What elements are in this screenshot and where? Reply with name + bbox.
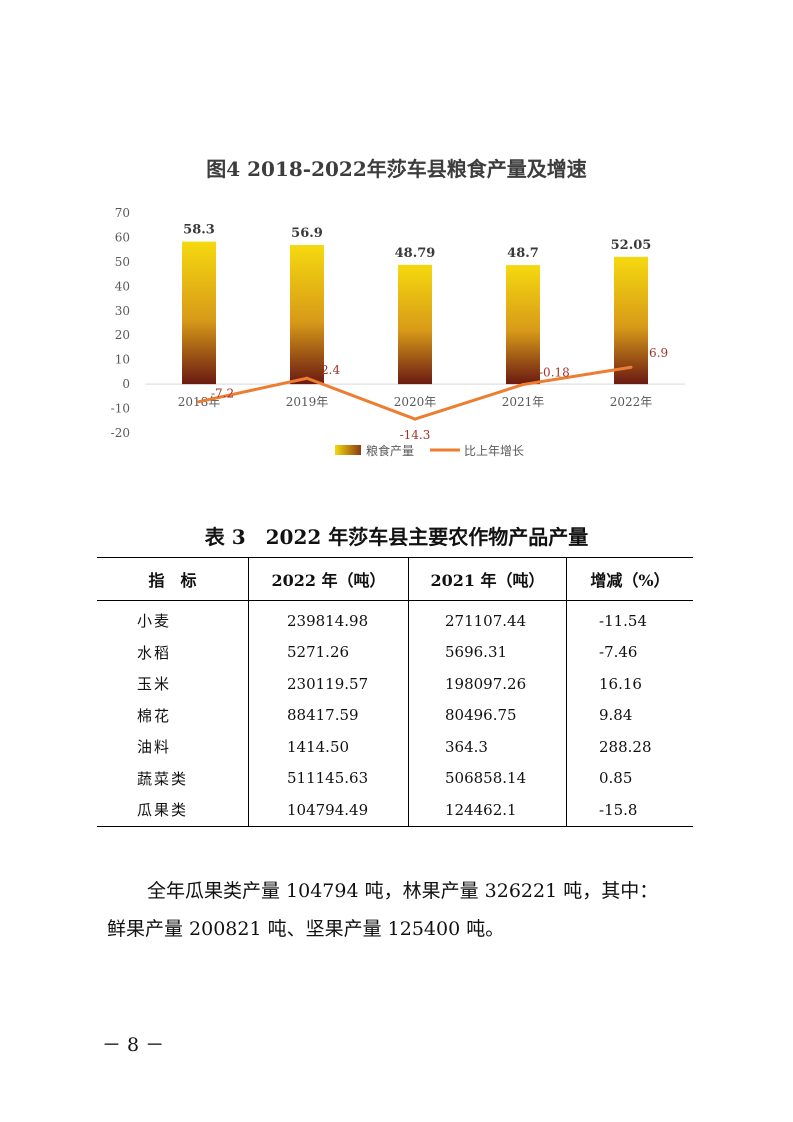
line-point <box>305 376 309 380</box>
bar-data-label: 48.79 <box>395 246 436 261</box>
output-2022: 1414.50 <box>248 731 409 763</box>
crop-name: 蔬菜类 <box>137 769 189 788</box>
x-tick-label: 2021年 <box>502 395 545 409</box>
table-row: 小麦 239814.98 271107.44 -11.54 <box>97 600 693 637</box>
crop-name: 水稻 <box>137 643 172 662</box>
change-percent: 288.28 <box>566 731 693 763</box>
bar-data-label: 48.7 <box>507 246 539 261</box>
legend-bar-label: 粮食产量 <box>366 443 414 458</box>
output-2021: 506858.14 <box>408 762 567 794</box>
line-data-label: 2.4 <box>321 363 340 377</box>
y-tick-label: -10 <box>111 402 130 416</box>
header-indicator: 指 标 <box>97 557 249 601</box>
change-percent: -7.46 <box>566 636 693 668</box>
paragraph-line-1: 全年瓜果类产量 104794 吨，林果产量 326221 吨，其中： <box>147 880 659 902</box>
paragraph-line-2: 鲜果产量 200821 吨、坚果产量 125400 吨。 <box>107 918 505 940</box>
y-tick-label: 40 <box>115 279 130 293</box>
page-number: － 8 － <box>102 1034 165 1056</box>
table-header-row: 指 标 2022 年（吨） 2021 年（吨） 增减（%） <box>97 557 693 601</box>
y-tick-label: 50 <box>115 255 130 269</box>
change-percent: -15.8 <box>566 794 693 827</box>
output-2021: 271107.44 <box>408 600 567 637</box>
line-series: -7.2 2.4 -14.3 -0.18 6.9 <box>197 346 668 442</box>
output-2021: 5696.31 <box>408 636 567 668</box>
output-2022: 5271.26 <box>248 636 409 668</box>
x-tick-label: 2019年 <box>286 395 329 409</box>
table-row: 棉花 88417.59 80496.75 9.84 <box>97 699 693 731</box>
crop-name: 小麦 <box>137 612 172 631</box>
table-title: 表 3 2022 年莎车县主要农作物产品产量 <box>204 525 589 549</box>
line-point <box>413 417 417 421</box>
line-data-label: 6.9 <box>649 346 668 360</box>
output-2022: 239814.98 <box>248 600 409 637</box>
header-2021: 2021 年（吨） <box>408 557 567 601</box>
output-2021: 80496.75 <box>408 699 567 731</box>
crop-name: 棉花 <box>137 706 172 725</box>
y-tick-label: 70 <box>115 206 130 220</box>
output-2021: 198097.26 <box>408 668 567 700</box>
change-percent: 16.16 <box>566 668 693 700</box>
y-tick-label: 10 <box>115 353 130 367</box>
change-percent: 0.85 <box>566 762 693 794</box>
x-axis-labels: 2018年2019年2020年2021年2022年 <box>178 395 653 409</box>
figure-title: 图4 2018-2022年莎车县粮食产量及增速 <box>206 157 587 181</box>
output-2021: 124462.1 <box>408 794 567 827</box>
y-tick-label: 60 <box>115 230 130 244</box>
y-axis: 70 60 50 40 30 20 10 0 -10 -20 <box>111 206 130 440</box>
bar <box>506 265 540 385</box>
bar-data-label: 56.9 <box>291 226 323 241</box>
bar-data-label: 58.3 <box>183 223 215 238</box>
table-row: 玉米 230119.57 198097.26 16.16 <box>97 668 693 700</box>
header-change: 增减（%） <box>566 557 693 601</box>
x-tick-label: 2020年 <box>394 395 437 409</box>
line-point <box>629 365 633 369</box>
output-2021: 364.3 <box>408 731 567 763</box>
crop-name: 油料 <box>137 738 172 757</box>
change-percent: -11.54 <box>566 600 693 637</box>
chart-legend: 粮食产量 比上年增长 <box>335 443 524 458</box>
line-point <box>521 383 525 387</box>
output-2022: 511145.63 <box>248 762 409 794</box>
y-tick-label: -20 <box>111 426 130 440</box>
x-tick-label: 2022年 <box>610 395 653 409</box>
table-row: 蔬菜类 511145.63 506858.14 0.85 <box>97 762 693 794</box>
line-data-label: -7.2 <box>211 387 234 401</box>
summary-paragraph: 全年瓜果类产量 104794 吨，林果产量 326221 吨，其中： 鲜果产量 … <box>107 872 697 948</box>
line-point <box>197 400 201 404</box>
line-data-label: -0.18 <box>539 366 570 380</box>
y-tick-label: 30 <box>115 304 130 318</box>
table-row: 水稻 5271.26 5696.31 -7.46 <box>97 636 693 668</box>
line-data-label: -14.3 <box>400 428 431 442</box>
bar-data-label: 52.05 <box>611 238 652 253</box>
change-percent: 9.84 <box>566 699 693 731</box>
output-2022: 230119.57 <box>248 668 409 700</box>
bar <box>614 256 648 385</box>
table-row: 油料 1414.50 364.3 288.28 <box>97 731 693 763</box>
bar <box>290 245 324 385</box>
bar <box>182 241 216 385</box>
legend-bar-swatch <box>335 445 361 455</box>
table-row: 瓜果类 104794.49 124462.1 -15.8 <box>97 794 693 827</box>
output-2022: 88417.59 <box>248 699 409 731</box>
crop-name: 玉米 <box>137 675 172 694</box>
y-tick-label: 20 <box>115 328 130 342</box>
legend-line-label: 比上年增长 <box>464 444 524 458</box>
bar <box>398 264 432 385</box>
bar-series: 58.3 56.9 48.79 48.7 52.05 <box>182 223 651 385</box>
crop-output-table: 指 标 2022 年（吨） 2021 年（吨） 增减（%） 小麦 239814.… <box>97 557 693 827</box>
header-2022: 2022 年（吨） <box>248 557 409 601</box>
output-2022: 104794.49 <box>248 794 409 827</box>
crop-name: 瓜果类 <box>97 794 249 827</box>
y-tick-label: 0 <box>122 377 130 391</box>
